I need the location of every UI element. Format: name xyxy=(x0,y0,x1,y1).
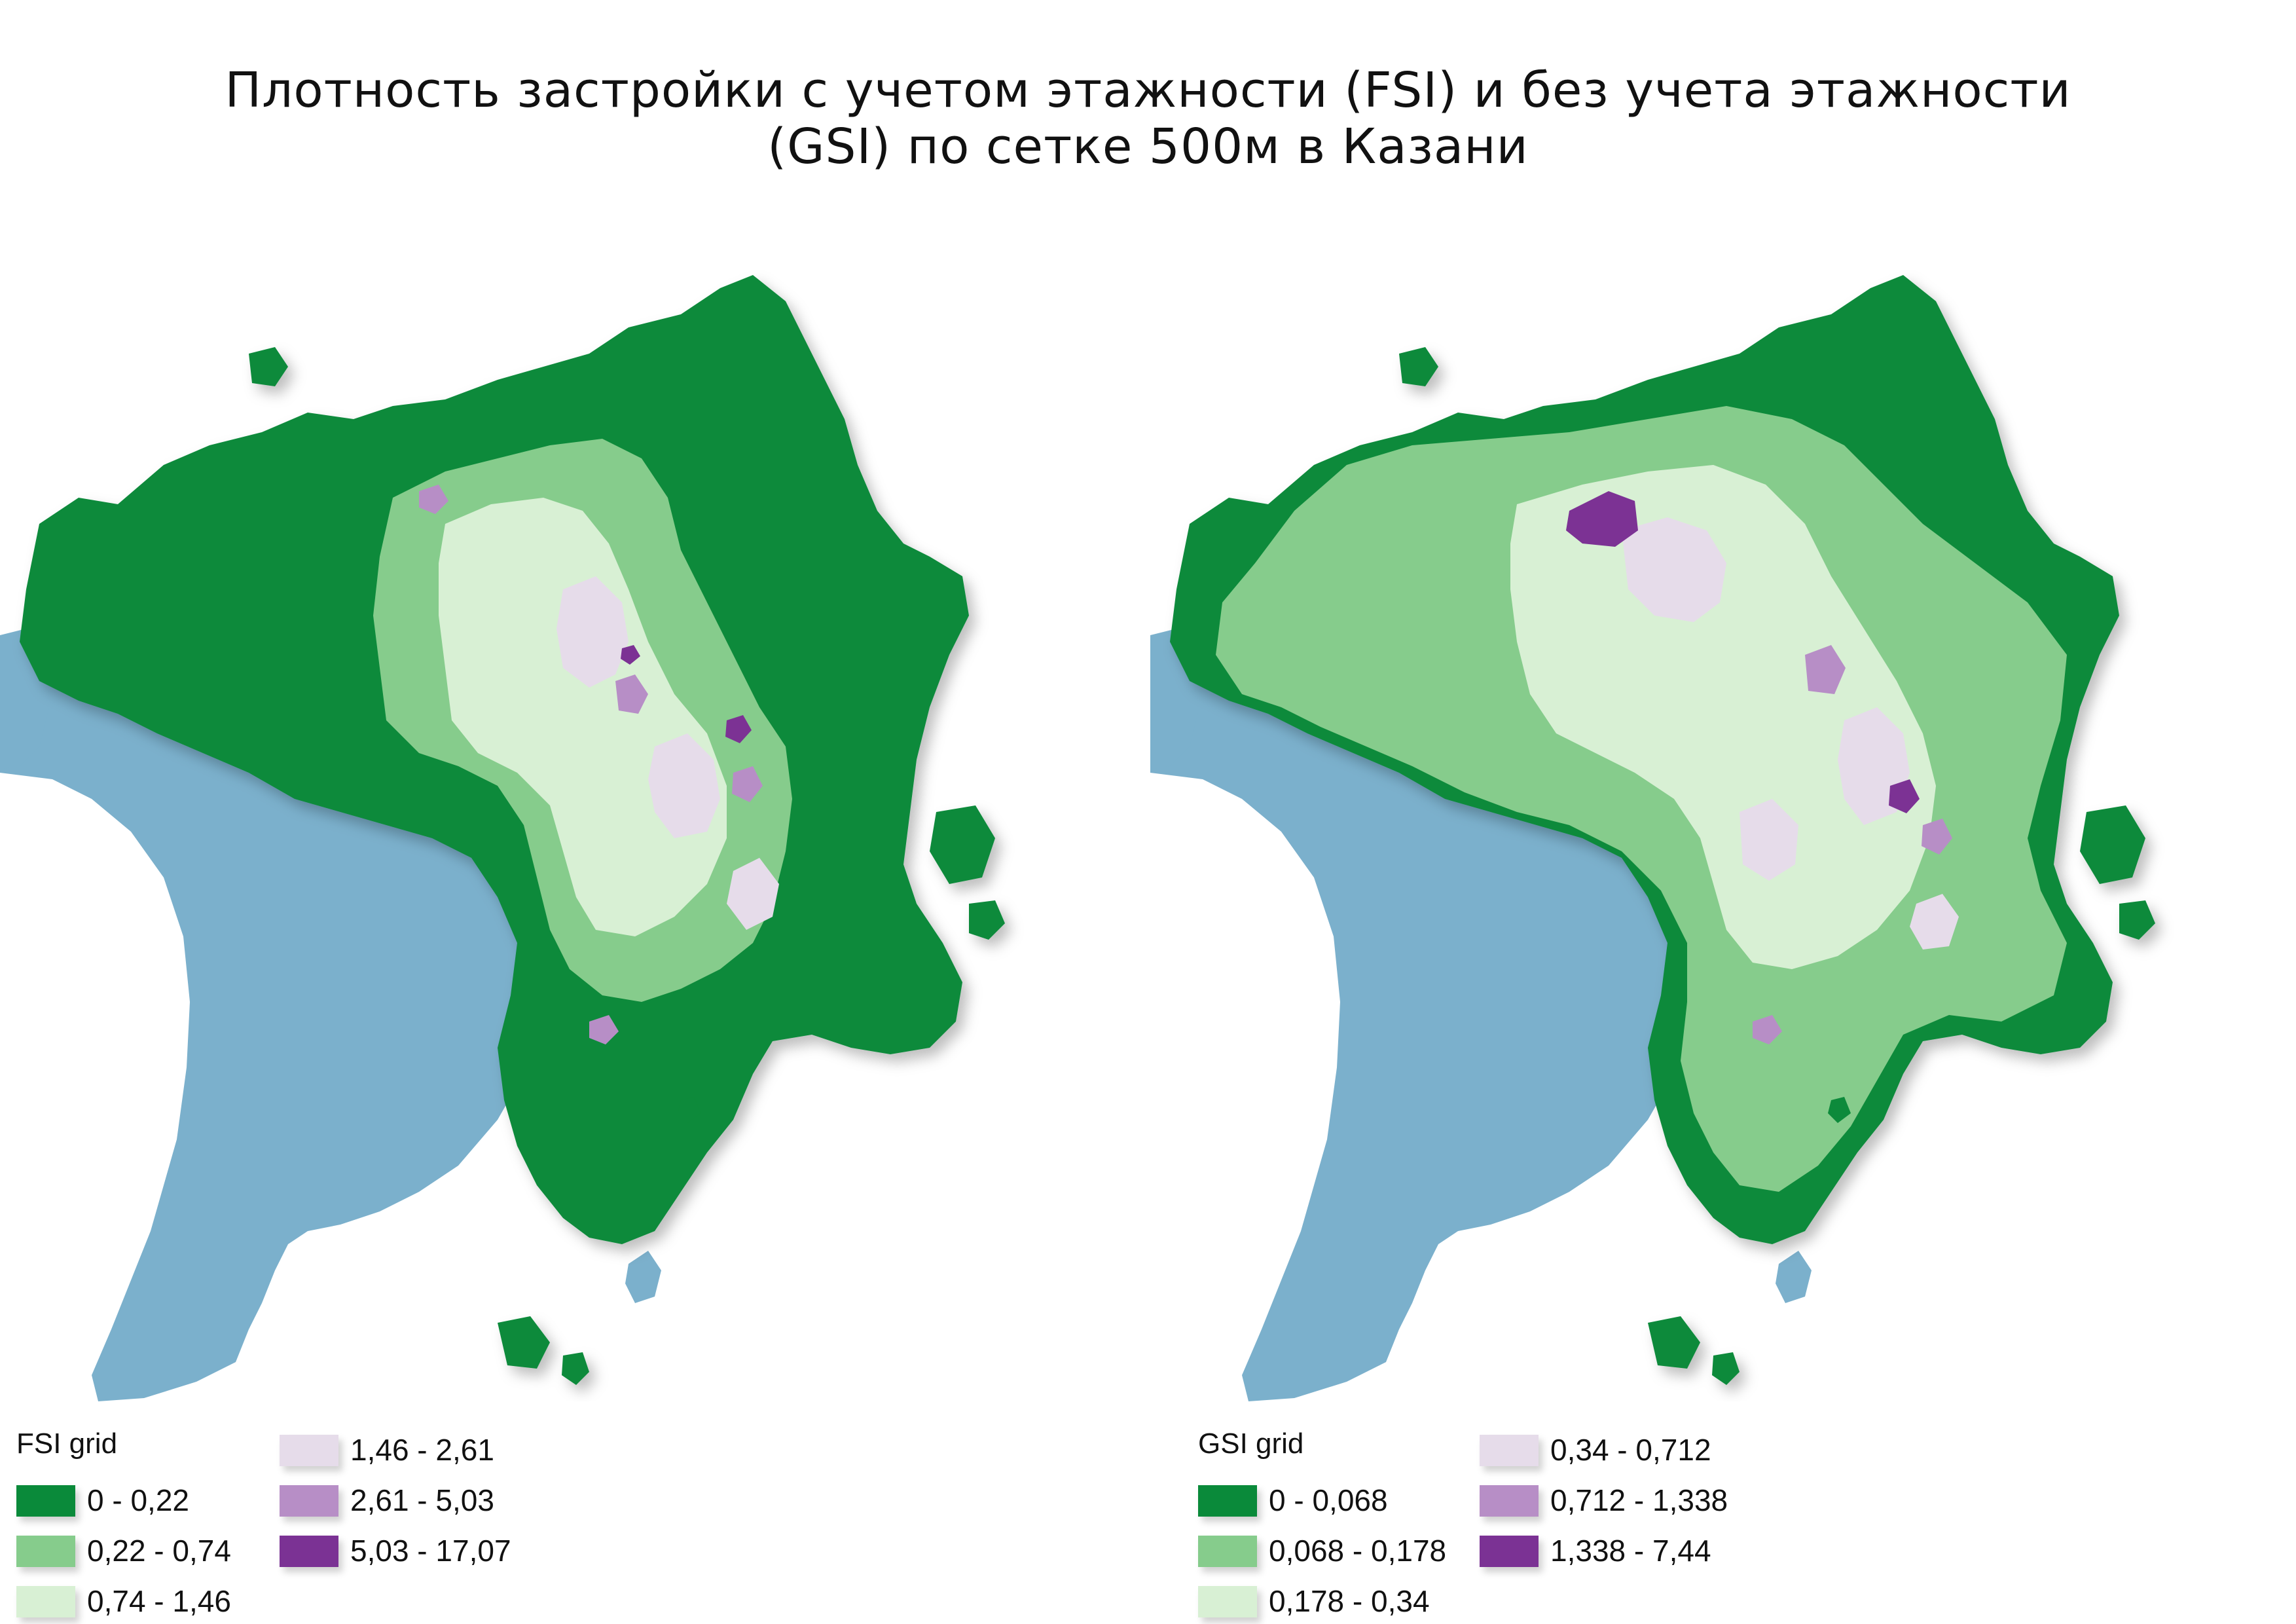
fsi-legend-label-2: 0,22 - 0,74 xyxy=(87,1534,231,1568)
gsi-class-0.178-0.34-area xyxy=(1510,465,1936,969)
gsi-legend-label-6: 1,338 - 7,44 xyxy=(1550,1534,1711,1568)
map-title-line-2: (GSI) по сетке 500м в Казани xyxy=(767,119,1529,175)
gsi-legend-swatch-5 xyxy=(1480,1485,1539,1517)
gsi-legend-label-2: 0,068 - 0,178 xyxy=(1269,1534,1447,1568)
gsi-legend-swatch-3 xyxy=(1198,1586,1257,1617)
fsi-legend-title: FSI grid xyxy=(16,1428,118,1460)
fsi-legend-label-3: 0,74 - 1,46 xyxy=(87,1584,231,1618)
fsi-legend-label-1: 0 - 0,22 xyxy=(87,1483,189,1517)
gsi-map xyxy=(1150,249,2263,1401)
gsi-legend-label-4: 0,34 - 0,712 xyxy=(1550,1433,1711,1467)
fsi-hex-cells xyxy=(20,275,1005,1385)
gsi-legend-swatch-4 xyxy=(1480,1435,1539,1466)
fsi-map-canvas xyxy=(0,275,1005,1401)
gsi-legend-swatch-1 xyxy=(1198,1485,1257,1517)
gsi-legend-swatch-2 xyxy=(1198,1536,1257,1567)
gsi-legend-label-3: 0,178 - 0,34 xyxy=(1269,1584,1430,1618)
gsi-legend: GSI grid 0 - 0,068 0,068 - 0,178 0,178 -… xyxy=(1198,1408,1853,1618)
south-lakes xyxy=(1776,1251,1812,1303)
gsi-class-1.338-7.44-area xyxy=(1566,491,1920,813)
gsi-legend-title: GSI grid xyxy=(1198,1428,1304,1460)
fsi-legend-label-6: 5,03 - 17,07 xyxy=(350,1534,511,1568)
fsi-legend-swatch-1 xyxy=(16,1485,75,1517)
gsi-legend-label-5: 0,712 - 1,338 xyxy=(1550,1483,1728,1517)
fsi-legend: FSI grid 0 - 0,22 0,22 - 0,74 0,74 - 1,4… xyxy=(16,1408,671,1618)
fsi-legend-label-4: 1,46 - 2,61 xyxy=(350,1433,494,1467)
fsi-legend-swatch-4 xyxy=(280,1435,338,1466)
gsi-legend-swatch-6 xyxy=(1480,1536,1539,1567)
gsi-legend-label-1: 0 - 0,068 xyxy=(1269,1483,1388,1517)
fsi-legend-swatch-5 xyxy=(280,1485,338,1517)
fsi-class-5.03-17.07-area xyxy=(621,645,752,743)
fsi-legend-label-5: 2,61 - 5,03 xyxy=(350,1483,494,1517)
fsi-map xyxy=(0,249,1113,1401)
fsi-legend-swatch-2 xyxy=(16,1536,75,1567)
fsi-legend-swatch-3 xyxy=(16,1586,75,1617)
gsi-hex-cells xyxy=(1170,275,2155,1385)
fsi-legend-swatch-6 xyxy=(280,1536,338,1567)
gsi-map-canvas xyxy=(1150,275,2155,1401)
gsi-class-0.34-0.712-area xyxy=(1622,517,1959,950)
map-title-line-1: Плотность застройки с учетом этажности (… xyxy=(225,62,2071,119)
south-lakes xyxy=(625,1251,661,1303)
fsi-class-0.74-1.46-area xyxy=(439,498,727,936)
fsi-class-1.46-2.61-area xyxy=(556,576,779,930)
gsi-class-0.068-0.178-area xyxy=(1216,406,2067,1192)
map-title: Плотность застройки с учетом этажности (… xyxy=(0,62,2296,175)
